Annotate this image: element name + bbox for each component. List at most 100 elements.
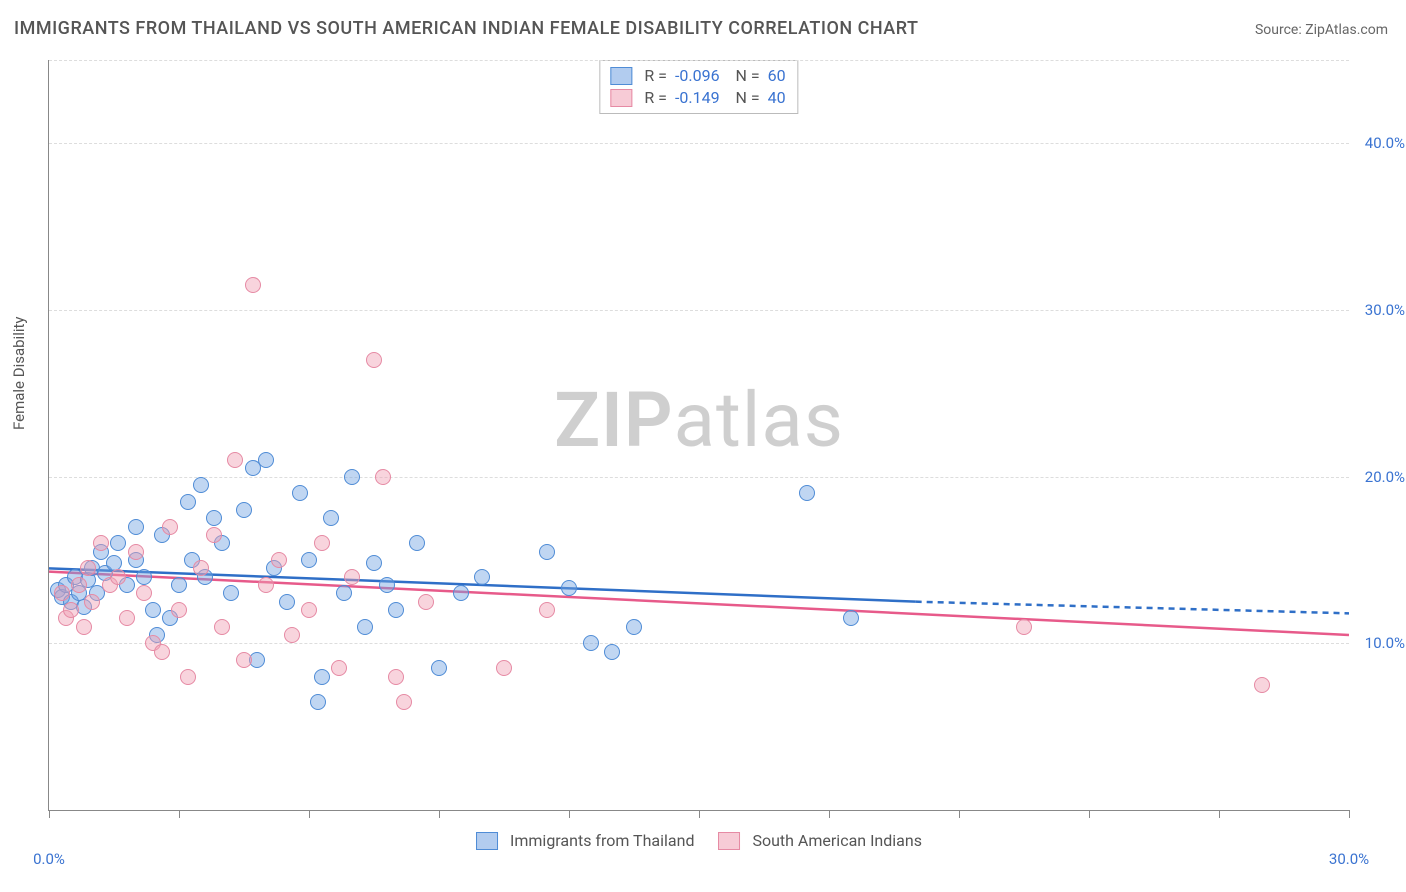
stat-r-label: R = xyxy=(644,65,667,87)
scatter-point xyxy=(396,694,412,710)
scatter-point xyxy=(223,585,239,601)
legend-label-1: South American Indians xyxy=(752,831,922,850)
scatter-point xyxy=(284,627,300,643)
stat-spacer: N = xyxy=(728,87,760,109)
y-tick-label: 30.0% xyxy=(1365,301,1405,319)
scatter-point xyxy=(344,469,360,485)
scatter-point xyxy=(171,577,187,593)
x-tick-label: 30.0% xyxy=(1329,850,1369,868)
scatter-point xyxy=(379,577,395,593)
scatter-point xyxy=(604,644,620,660)
scatter-point xyxy=(258,577,274,593)
scatter-point xyxy=(84,594,100,610)
scatter-point xyxy=(583,635,599,651)
scatter-point xyxy=(54,585,70,601)
scatter-point xyxy=(336,585,352,601)
legend-stats-row-1: R = -0.149 N = 40 xyxy=(610,87,785,109)
source-label: Source: ZipAtlas.com xyxy=(1255,22,1388,38)
scatter-point xyxy=(258,452,274,468)
scatter-point xyxy=(93,535,109,551)
scatter-point xyxy=(128,519,144,535)
scatter-point xyxy=(193,560,209,576)
watermark-bold: ZIP xyxy=(554,375,674,465)
swatch-blue-icon xyxy=(476,832,498,850)
scatter-point xyxy=(236,652,252,668)
scatter-point xyxy=(474,569,490,585)
x-tick xyxy=(179,810,180,818)
scatter-point xyxy=(561,580,577,596)
scatter-point xyxy=(162,519,178,535)
stat-spacer: N = xyxy=(728,65,760,87)
swatch-pink-icon xyxy=(610,89,632,107)
scatter-point xyxy=(301,602,317,618)
scatter-point xyxy=(843,610,859,626)
scatter-point xyxy=(496,660,512,676)
x-tick xyxy=(1089,810,1090,818)
scatter-point xyxy=(76,619,92,635)
x-tick xyxy=(1349,810,1350,818)
regression-lines xyxy=(49,60,1349,810)
scatter-point xyxy=(539,544,555,560)
scatter-point xyxy=(301,552,317,568)
x-tick xyxy=(959,810,960,818)
stat-n-value-1: 40 xyxy=(768,87,786,109)
scatter-point xyxy=(418,594,434,610)
swatch-pink-icon xyxy=(718,832,740,850)
scatter-point xyxy=(110,535,126,551)
scatter-point xyxy=(206,527,222,543)
legend-item-1: South American Indians xyxy=(718,831,922,850)
x-tick xyxy=(699,810,700,818)
x-tick xyxy=(439,810,440,818)
stat-r-label: R = xyxy=(644,87,667,109)
scatter-point xyxy=(314,669,330,685)
scatter-point xyxy=(171,602,187,618)
legend-item-0: Immigrants from Thailand xyxy=(476,831,694,850)
gridline xyxy=(49,60,1349,61)
scatter-point xyxy=(180,669,196,685)
scatter-point xyxy=(279,594,295,610)
stat-n-value-0: 60 xyxy=(768,65,786,87)
scatter-point xyxy=(366,352,382,368)
scatter-point xyxy=(431,660,447,676)
scatter-point xyxy=(453,585,469,601)
stat-r-value-1: -0.149 xyxy=(675,87,720,109)
y-tick-label: 40.0% xyxy=(1365,134,1405,152)
x-tick xyxy=(49,810,50,818)
scatter-point xyxy=(310,694,326,710)
scatter-point xyxy=(357,619,373,635)
stat-r-value-0: -0.096 xyxy=(675,65,720,87)
scatter-point xyxy=(245,277,261,293)
gridline xyxy=(49,643,1349,644)
gridline xyxy=(49,477,1349,478)
scatter-point xyxy=(119,610,135,626)
scatter-point xyxy=(63,602,79,618)
scatter-point xyxy=(344,569,360,585)
scatter-point xyxy=(227,452,243,468)
scatter-point xyxy=(236,502,252,518)
scatter-point xyxy=(80,560,96,576)
watermark-rest: atlas xyxy=(674,375,844,465)
scatter-point xyxy=(180,494,196,510)
chart-title: IMMIGRANTS FROM THAILAND VS SOUTH AMERIC… xyxy=(14,18,918,39)
plot-area: ZIPatlas R = -0.096 N = 60 R = -0.149 N … xyxy=(48,60,1349,811)
watermark: ZIPatlas xyxy=(554,375,844,465)
scatter-point xyxy=(1016,619,1032,635)
scatter-point xyxy=(292,485,308,501)
scatter-point xyxy=(214,619,230,635)
gridline xyxy=(49,143,1349,144)
scatter-point xyxy=(1254,677,1270,693)
scatter-point xyxy=(323,510,339,526)
x-tick xyxy=(1219,810,1220,818)
scatter-point xyxy=(331,660,347,676)
y-tick-label: 10.0% xyxy=(1365,634,1405,652)
scatter-point xyxy=(128,544,144,560)
swatch-blue-icon xyxy=(610,67,632,85)
scatter-point xyxy=(154,644,170,660)
legend-series: Immigrants from Thailand South American … xyxy=(476,831,922,850)
scatter-point xyxy=(145,602,161,618)
scatter-point xyxy=(799,485,815,501)
scatter-point xyxy=(193,477,209,493)
scatter-point xyxy=(409,535,425,551)
legend-label-0: Immigrants from Thailand xyxy=(510,831,694,850)
scatter-point xyxy=(314,535,330,551)
